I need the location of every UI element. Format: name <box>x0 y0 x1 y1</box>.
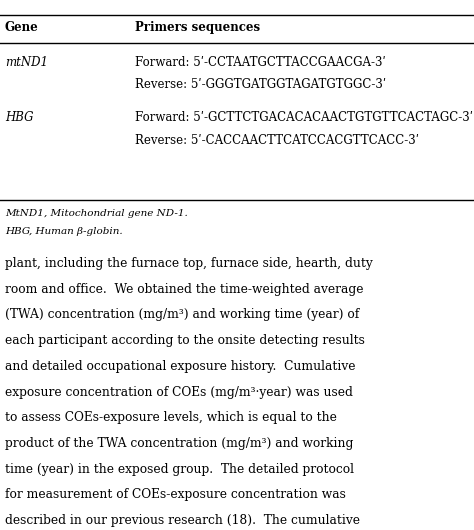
Text: Primers sequences: Primers sequences <box>135 21 260 34</box>
Text: Forward: 5ʹ-CCTAATGCTTACCGAACGA-3ʹ: Forward: 5ʹ-CCTAATGCTTACCGAACGA-3ʹ <box>135 56 386 69</box>
Text: Forward: 5ʹ-GCTTCTGACACACAACTGTGTTCACTAGC-3ʹ: Forward: 5ʹ-GCTTCTGACACACAACTGTGTTCACTAG… <box>135 111 473 125</box>
Text: Reverse: 5ʹ-CACCAACTTCATCCACGTTCACC-3ʹ: Reverse: 5ʹ-CACCAACTTCATCCACGTTCACC-3ʹ <box>135 134 419 147</box>
Text: , Human β-globin.: , Human β-globin. <box>29 227 123 236</box>
Text: Gene: Gene <box>5 21 38 34</box>
Text: (TWA) concentration (mg/m³) and working time (year) of: (TWA) concentration (mg/m³) and working … <box>5 308 359 322</box>
Text: for measurement of COEs-exposure concentration was: for measurement of COEs-exposure concent… <box>5 489 346 501</box>
Text: HBG: HBG <box>5 227 30 236</box>
Text: and detailed occupational exposure history.  Cumulative: and detailed occupational exposure histo… <box>5 360 355 373</box>
Text: , Mitochondrial gene ND-1.: , Mitochondrial gene ND-1. <box>44 209 187 218</box>
Text: Reverse: 5ʹ-GGGTGATGGTAGATGTGGC-3ʹ: Reverse: 5ʹ-GGGTGATGGTAGATGTGGC-3ʹ <box>135 78 386 91</box>
Text: product of the TWA concentration (mg/m³) and working: product of the TWA concentration (mg/m³)… <box>5 437 353 450</box>
Text: plant, including the furnace top, furnace side, hearth, duty: plant, including the furnace top, furnac… <box>5 257 373 270</box>
Text: described in our previous research (18).  The cumulative: described in our previous research (18).… <box>5 514 360 527</box>
Text: to assess COEs-exposure levels, which is equal to the: to assess COEs-exposure levels, which is… <box>5 411 337 425</box>
Text: MtND1: MtND1 <box>5 209 44 218</box>
Text: time (year) in the exposed group.  The detailed protocol: time (year) in the exposed group. The de… <box>5 463 354 476</box>
Text: room and office.  We obtained the time-weighted average: room and office. We obtained the time-we… <box>5 283 363 296</box>
Text: exposure concentration of COEs (mg/m³·year) was used: exposure concentration of COEs (mg/m³·ye… <box>5 386 353 399</box>
Text: each participant according to the onsite detecting results: each participant according to the onsite… <box>5 334 365 347</box>
Text: mtND1: mtND1 <box>5 56 48 69</box>
Text: HBG: HBG <box>5 111 33 125</box>
